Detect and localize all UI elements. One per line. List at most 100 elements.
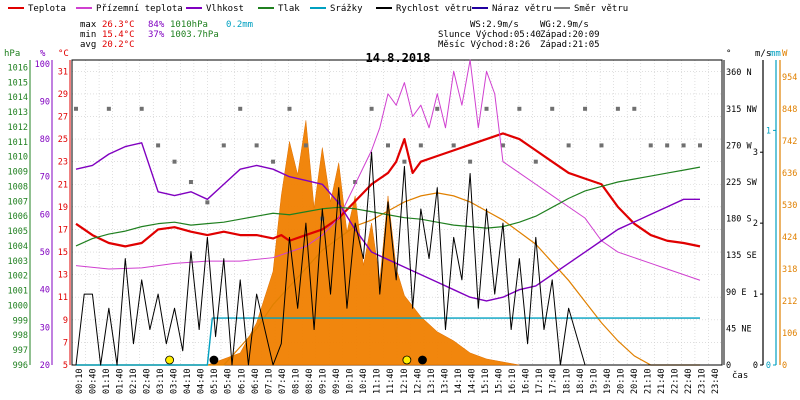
chart-title: 14.8.2018 (365, 51, 430, 65)
x-tick-14: 07:10 (264, 368, 274, 394)
x-tick-47: 23:40 (711, 368, 721, 394)
humidity-tick-0: 20 (40, 361, 50, 371)
solar-tick-1: 106 (782, 329, 797, 339)
temperature-tick-3: 11 (58, 293, 68, 303)
humidity-tick-6: 80 (40, 135, 50, 145)
direction-tick-7: 315 NW (726, 105, 758, 115)
temperature-tick-9: 23 (58, 158, 68, 168)
direction-point-2 (139, 106, 144, 111)
direction-point-17 (386, 143, 390, 148)
stats-min-press: 1003.7hPa (170, 30, 219, 40)
humidity-tick-2: 40 (40, 286, 50, 296)
pressure-tick-1: 997 (13, 346, 28, 356)
series-line-3 (75, 166, 701, 247)
x-tick-35: 17:40 (549, 368, 559, 394)
direction-point-6 (205, 200, 210, 205)
x-tick-10: 05:10 (210, 368, 220, 394)
x-tick-33: 16:40 (522, 368, 532, 394)
direction-point-34 (665, 143, 670, 148)
pressure-tick-16: 1012 (8, 123, 28, 133)
direction-tick-1: 45 NE (726, 324, 752, 334)
stats-max-press: 1010hPa (170, 20, 208, 30)
legend-label-2: Vlhkost (206, 4, 244, 14)
direction-point-32 (632, 106, 637, 111)
pressure-tick-17: 1013 (8, 108, 28, 118)
pressure-tick-10: 1006 (8, 212, 28, 222)
legend-label-7: Směr větru (574, 4, 628, 14)
x-tick-39: 19:40 (603, 368, 613, 394)
direction-tick-4: 180 S (726, 215, 752, 225)
temperature-tick-1: 7 (63, 338, 68, 348)
pressure-tick-13: 1009 (8, 168, 28, 178)
legend-label-3: Tlak (278, 4, 300, 14)
solar-tick-9: 954 (782, 73, 797, 83)
x-tick-46: 23:10 (698, 368, 708, 394)
x-tick-31: 15:40 (495, 368, 505, 394)
marker-moonrise (209, 355, 219, 365)
axis-units: hPa % °C ° m/s mm W čas (4, 49, 788, 381)
x-tick-4: 02:10 (129, 368, 139, 394)
x-tick-19: 09:40 (332, 368, 342, 394)
x-tick-23: 11:40 (386, 368, 396, 394)
stats-max-temp: 26.3°C (102, 20, 135, 30)
direction-point-15 (353, 180, 358, 184)
x-tick-8: 04:10 (183, 368, 193, 394)
direction-point-29 (583, 106, 588, 111)
x-tick-24: 12:10 (400, 368, 410, 394)
humidity-tick-7: 90 (40, 97, 50, 107)
direction-point-13 (320, 216, 325, 221)
x-tick-32: 16:10 (508, 368, 518, 394)
direction-point-3 (156, 143, 161, 148)
direction-point-7 (221, 143, 226, 148)
wind-tick-0: 0 (753, 361, 758, 371)
x-tick-0: 00:10 (75, 368, 85, 394)
x-tick-11: 05:40 (224, 368, 234, 394)
direction-point-22 (468, 159, 473, 164)
direction-point-12 (303, 143, 308, 148)
x-tick-28: 14:10 (454, 368, 464, 394)
stats-rain: 0.2mm (226, 20, 253, 30)
pressure-tick-0: 996 (13, 361, 28, 371)
pressure-tick-3: 999 (13, 316, 28, 326)
temperature-tick-11: 27 (58, 112, 68, 122)
wind-tick-2: 2 (753, 219, 758, 229)
unit-rain: mm (770, 49, 781, 59)
direction-point-31 (615, 106, 620, 111)
direction-tick-3: 135 SE (726, 251, 757, 261)
x-tick-7: 03:40 (170, 368, 180, 394)
x-tick-42: 21:10 (644, 368, 654, 394)
x-tick-15: 07:40 (278, 368, 288, 394)
x-tick-38: 19:10 (589, 368, 599, 394)
direction-point-35 (681, 143, 686, 148)
humidity-tick-8: 100 (35, 60, 50, 70)
humidity-tick-3: 50 (40, 248, 50, 258)
info-block: WS:2.9m/s WG:2.9m/s Slunce Východ:05:40 … (438, 20, 600, 50)
marker-moonset (418, 355, 427, 365)
x-tick-6: 03:10 (156, 368, 166, 394)
info-sunset: Západ:20:09 (540, 30, 600, 40)
legend-label-6: Náraz větru (492, 4, 552, 14)
rain-tick-1: 1 (766, 126, 771, 136)
direction-point-8 (238, 106, 243, 111)
direction-point-26 (533, 159, 538, 164)
direction-point-19 (418, 143, 423, 148)
temperature-tick-5: 15 (58, 248, 68, 258)
x-tick-16: 08:10 (291, 368, 301, 394)
stats-max-label: max (80, 20, 97, 30)
info-wg: WG:2.9m/s (540, 20, 589, 30)
wind-tick-1: 1 (753, 290, 758, 300)
temperature-tick-6: 17 (58, 225, 68, 235)
direction-tick-8: 360 N (726, 68, 752, 78)
stats-min-label: min (80, 30, 96, 40)
stats-avg-label: avg (80, 40, 96, 50)
pressure-tick-8: 1004 (8, 242, 28, 252)
direction-point-9 (254, 143, 259, 148)
pressure-tick-11: 1007 (8, 197, 28, 207)
pressure-tick-2: 998 (13, 331, 28, 341)
direction-point-25 (517, 106, 522, 111)
solar-tick-7: 742 (782, 137, 797, 147)
x-tick-9: 04:40 (197, 368, 207, 394)
pressure-tick-19: 1015 (8, 78, 28, 88)
legend: Teplota Přízemní teplota Vlhkost Tlak Srážky… (8, 4, 628, 14)
direction-point-30 (599, 143, 604, 148)
